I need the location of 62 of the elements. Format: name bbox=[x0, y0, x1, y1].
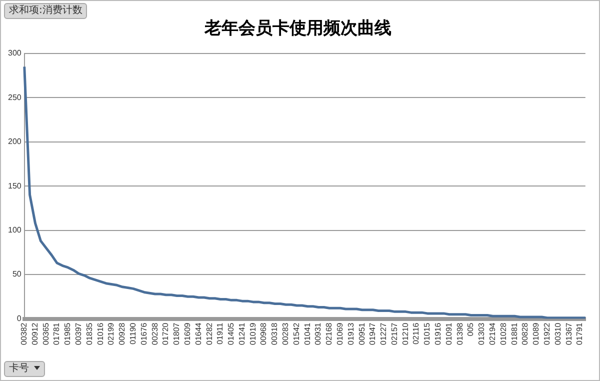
x-tick-label: 01911 bbox=[216, 322, 225, 344]
x-tick-label: 00365 bbox=[41, 322, 50, 346]
x-tick-label: 00318 bbox=[270, 322, 280, 346]
x-tick-label: 01720 bbox=[161, 322, 170, 346]
y-tick-label: 50 bbox=[12, 270, 22, 279]
x-tick-label: 00382 bbox=[20, 322, 29, 346]
x-tick-label: 01644 bbox=[194, 322, 203, 346]
x-tick-label: 01676 bbox=[139, 322, 148, 346]
x-tick-label: 01922 bbox=[542, 322, 552, 346]
x-tick-label: 00283 bbox=[281, 322, 290, 346]
x-tick-label: 01015 bbox=[422, 322, 432, 346]
x-tick-label: 00310 bbox=[553, 322, 562, 346]
x-tick-label: 01089 bbox=[532, 322, 541, 346]
text: 卡号 bbox=[9, 363, 29, 374]
x-tick-label: 01405 bbox=[226, 322, 236, 346]
chart-title: 老年会员卡使用频次曲线 bbox=[204, 18, 392, 39]
x-tick-label: 00968 bbox=[259, 322, 268, 346]
x-tick-label: 01041 bbox=[302, 322, 312, 346]
x-tick-label: 01791 bbox=[575, 322, 584, 346]
x-tick-label: 00912 bbox=[30, 322, 40, 346]
x-tick-label: 01947 bbox=[368, 322, 378, 346]
x-tick-label: 01019 bbox=[248, 322, 258, 346]
x-tick-label: 01835 bbox=[84, 322, 94, 346]
x-tick-label: 01781 bbox=[52, 322, 62, 346]
x-tick-label: 01210 bbox=[400, 322, 410, 346]
x-tick-label: 01091 bbox=[444, 322, 454, 346]
x-tick-label: 00928 bbox=[118, 322, 127, 346]
text: 求和项:消费计数 bbox=[9, 5, 82, 16]
y-tick-label: 200 bbox=[8, 137, 22, 146]
x-tick-label: 02199 bbox=[106, 322, 116, 346]
x-tick-label: 00951 bbox=[357, 322, 366, 346]
x-tick-label: 005 bbox=[466, 322, 476, 336]
y-tick-label: 0 bbox=[16, 314, 22, 323]
x-tick-label: 01282 bbox=[204, 322, 214, 346]
x-tick-label: 02116 bbox=[412, 322, 421, 344]
x-tick-label: 00238 bbox=[150, 322, 160, 346]
x-tick-label: 01985 bbox=[63, 322, 72, 346]
x-tick-label: 01227 bbox=[379, 322, 388, 346]
x-tick-label: 01609 bbox=[182, 322, 192, 346]
x-tick-label: 01241 bbox=[237, 322, 246, 346]
x-tick-label: 01807 bbox=[172, 322, 182, 346]
x-tick-label: 01542 bbox=[292, 322, 301, 346]
x-tick-label: 00828 bbox=[520, 322, 530, 346]
y-tick-label: 100 bbox=[8, 226, 22, 235]
x-tick-label: 01028 bbox=[498, 322, 508, 346]
x-tick-label: 00931 bbox=[314, 322, 323, 346]
x-tick-label: 02194 bbox=[488, 322, 497, 346]
x-tick-label: 01881 bbox=[510, 322, 519, 346]
x-tick-label: 01398 bbox=[455, 322, 464, 346]
x-tick-label: 01367 bbox=[564, 322, 574, 346]
x-tick-label: 01913 bbox=[346, 322, 356, 346]
x-tick-label: 01190 bbox=[128, 322, 138, 344]
x-tick-label: 02157 bbox=[390, 322, 399, 346]
x-tick-label: 01916 bbox=[434, 322, 443, 346]
y-tick-label: 250 bbox=[8, 92, 22, 102]
x-tick-label: 01303 bbox=[477, 322, 486, 346]
x-tick-label: 01069 bbox=[335, 322, 344, 346]
y-tick-label: 300 bbox=[8, 48, 22, 58]
y-tick-label: 150 bbox=[8, 181, 22, 190]
x-tick-label: 02168 bbox=[324, 322, 334, 346]
x-tick-label: 00397 bbox=[74, 322, 84, 346]
x-tick-label: 01016 bbox=[96, 322, 105, 346]
